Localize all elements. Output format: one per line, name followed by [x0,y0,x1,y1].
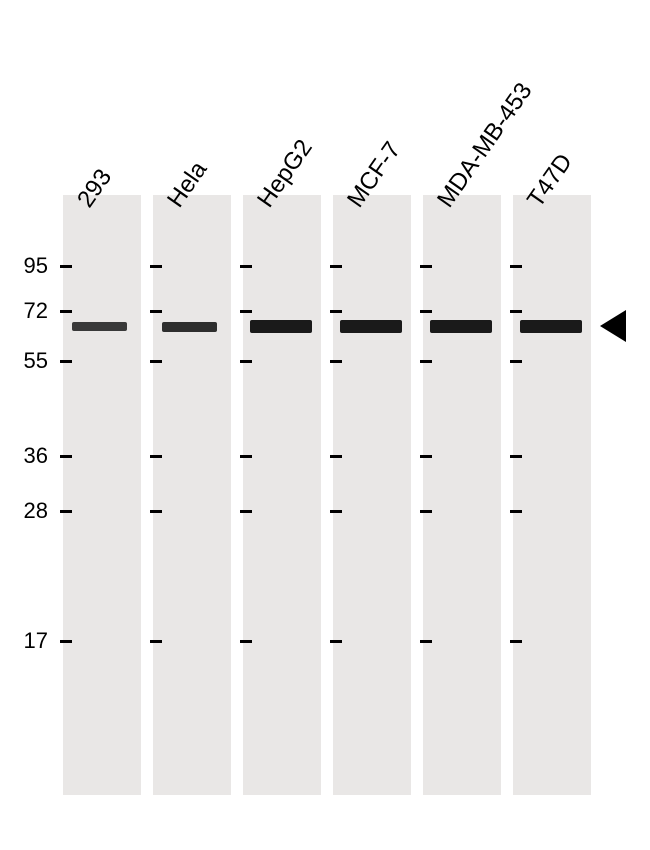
mw-tick [150,310,162,313]
mw-tick [420,640,432,643]
mw-label: 95 [8,253,48,279]
mw-tick [60,510,72,513]
lane-293 [63,195,141,795]
mw-tick [150,640,162,643]
mw-tick [150,455,162,458]
mw-tick [150,510,162,513]
mw-tick [60,310,72,313]
lane-mcf7 [333,195,411,795]
mw-label: 17 [8,628,48,654]
western-blot-figure: 293 Hela HepG2 MCF-7 MDA-MB-453 T47D 95 … [0,0,650,850]
mw-tick [510,360,522,363]
band-hela [162,322,217,332]
band-mcf7 [340,320,402,333]
mw-tick [510,510,522,513]
mw-label: 28 [8,498,48,524]
mw-tick [510,455,522,458]
mw-tick [60,640,72,643]
mw-tick [510,310,522,313]
lane-hepg2 [243,195,321,795]
mw-tick [240,510,252,513]
mw-tick [510,640,522,643]
mw-tick [240,360,252,363]
mw-tick [420,265,432,268]
mw-tick [60,265,72,268]
lane-label: MDA-MB-453 [432,78,538,213]
mw-tick [240,640,252,643]
mw-label: 36 [8,443,48,469]
mw-label: 72 [8,298,48,324]
mw-tick [330,265,342,268]
lane-hela [153,195,231,795]
target-arrow-icon [600,310,626,342]
band-293 [72,322,127,331]
mw-tick [420,510,432,513]
mw-tick [240,455,252,458]
band-mdamb453 [430,320,492,333]
mw-tick [330,640,342,643]
mw-tick [240,310,252,313]
mw-tick [420,360,432,363]
mw-tick [330,310,342,313]
mw-tick [240,265,252,268]
mw-tick [420,455,432,458]
mw-tick [510,265,522,268]
band-hepg2 [250,320,312,333]
mw-tick [330,510,342,513]
mw-tick [420,310,432,313]
mw-tick [60,455,72,458]
mw-tick [150,265,162,268]
mw-tick [330,360,342,363]
lane-mdamb453 [423,195,501,795]
mw-tick [330,455,342,458]
mw-label: 55 [8,348,48,374]
mw-tick [150,360,162,363]
band-t47d [520,320,582,333]
lane-t47d [513,195,591,795]
mw-tick [60,360,72,363]
